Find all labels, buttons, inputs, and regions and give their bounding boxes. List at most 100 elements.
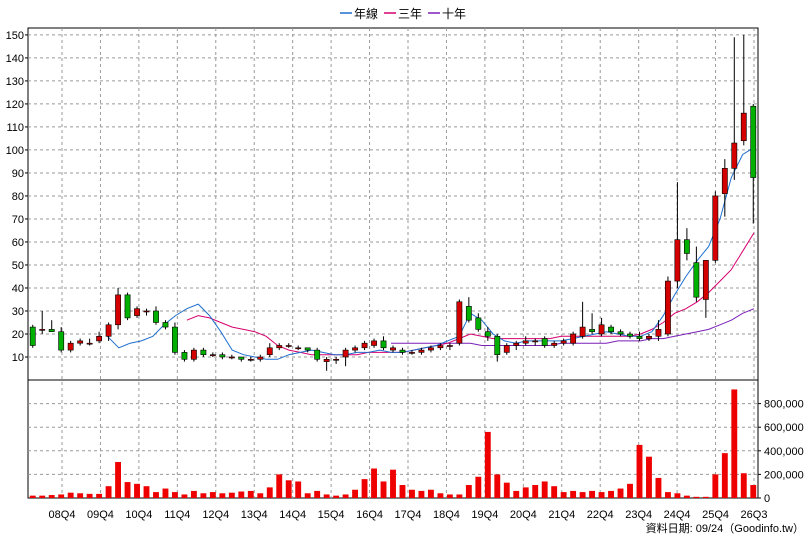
candle-body	[96, 335, 103, 342]
candle-body	[266, 347, 273, 355]
volume-bar	[399, 485, 406, 498]
candle-body	[465, 306, 472, 321]
volume-bar	[702, 496, 709, 498]
volume-bar	[361, 479, 368, 498]
volume-bar	[257, 493, 264, 498]
volume-bar	[190, 490, 197, 498]
volume-bar	[77, 493, 84, 498]
volume-bar	[570, 490, 577, 498]
x-tick-label: 16Q4	[356, 509, 383, 521]
candle-body	[361, 342, 368, 349]
x-tick-label: 12Q4	[202, 509, 229, 521]
moving-averages	[107, 147, 755, 360]
volume-bar	[731, 389, 738, 498]
volume-bar	[551, 486, 558, 498]
volume-bar	[693, 496, 700, 498]
candle-body	[617, 331, 624, 335]
volume-bar	[134, 483, 140, 498]
volume-bar	[494, 474, 501, 498]
candle-body	[77, 340, 84, 344]
candle-body	[409, 352, 415, 354]
candle-body	[124, 294, 131, 319]
volume-tick-label: 800,000	[764, 399, 804, 411]
candle-body	[115, 294, 121, 326]
volume-bar	[664, 492, 671, 498]
candle-body	[740, 112, 747, 142]
candle-body	[484, 331, 491, 337]
x-tick-label: 26Q3	[741, 509, 768, 521]
volume-tick-label: 200,000	[764, 469, 804, 481]
x-tick-label: 20Q4	[510, 509, 537, 521]
volume-bar	[219, 493, 226, 498]
candle-body	[551, 342, 558, 346]
volume-bar	[390, 469, 396, 498]
volume-bar	[96, 493, 103, 498]
price-tick-label: 80	[12, 191, 24, 203]
candlesticks	[29, 34, 757, 371]
price-tick-label: 90	[12, 168, 24, 180]
volume-bar	[475, 476, 482, 498]
volume-bar	[29, 495, 36, 498]
price-tick-label: 150	[6, 30, 24, 42]
candle-body	[456, 301, 463, 344]
candle-body	[655, 329, 662, 337]
x-tick-label: 14Q4	[279, 509, 306, 521]
candle-body	[522, 340, 529, 344]
volume-bar	[323, 494, 330, 498]
candle-body	[219, 354, 226, 358]
price-tick-label: 30	[12, 306, 24, 318]
candle-body	[352, 347, 358, 351]
volume-bar	[153, 492, 159, 498]
price-tick-label: 60	[12, 237, 24, 249]
candle-body	[39, 329, 46, 331]
volume-axis: 0 200,000 400,000 600,000 800,000	[758, 399, 804, 505]
candle-body	[257, 356, 264, 360]
grid-lines	[28, 28, 758, 498]
volume-bar	[418, 490, 425, 498]
price-tick-label: 120	[6, 99, 24, 111]
x-tick-label: 21Q4	[548, 509, 575, 521]
footer-note: 資料日期: 09/24（Goodinfo.tw）	[646, 521, 804, 535]
candle-body	[29, 326, 36, 346]
volume-bar	[209, 492, 216, 498]
candle-body	[247, 358, 254, 361]
candle-body	[494, 335, 501, 355]
volume-tick-label: 400,000	[764, 446, 804, 458]
price-tick-label: 10	[12, 352, 24, 364]
volume-bar	[750, 485, 757, 498]
volume-bar	[266, 487, 273, 498]
volume-bar	[124, 482, 131, 498]
price-tick-label: 140	[6, 53, 24, 65]
candle-body	[627, 333, 633, 337]
volume-bar	[39, 495, 46, 498]
price-tick-label: 110	[6, 122, 24, 134]
volume-bar	[456, 494, 463, 498]
volume-bar	[162, 488, 169, 498]
candle-body	[304, 347, 311, 351]
candle-body	[541, 338, 548, 346]
volume-bar	[314, 490, 321, 498]
volume-bar	[380, 481, 387, 498]
x-tick-label: 17Q4	[395, 509, 422, 521]
x-axis: 08Q4 09Q4 10Q4 11Q4 12Q4 13Q4 14Q4 15Q4 16Q4 17Q4…	[49, 509, 768, 521]
volume-bar	[352, 489, 359, 498]
x-tick-label: 24Q4	[664, 509, 691, 521]
candle-body	[513, 342, 520, 346]
candle-body	[693, 262, 700, 298]
candle-body	[589, 329, 595, 332]
volume-bar	[532, 485, 539, 498]
volume-bar	[105, 486, 112, 498]
volume-bar	[238, 491, 245, 498]
volume-bar	[608, 490, 614, 498]
volume-bar	[617, 488, 624, 498]
volume-bar	[115, 462, 122, 498]
x-tick-label: 15Q4	[318, 509, 345, 521]
candle-body	[162, 322, 169, 328]
volume-bar	[342, 494, 349, 498]
volume-bar	[200, 493, 207, 498]
candle-body	[636, 335, 643, 339]
volume-bar	[560, 492, 567, 498]
x-tick-label: 11Q4	[164, 509, 190, 521]
volume-bar	[579, 492, 586, 498]
volume-bar	[503, 482, 510, 498]
